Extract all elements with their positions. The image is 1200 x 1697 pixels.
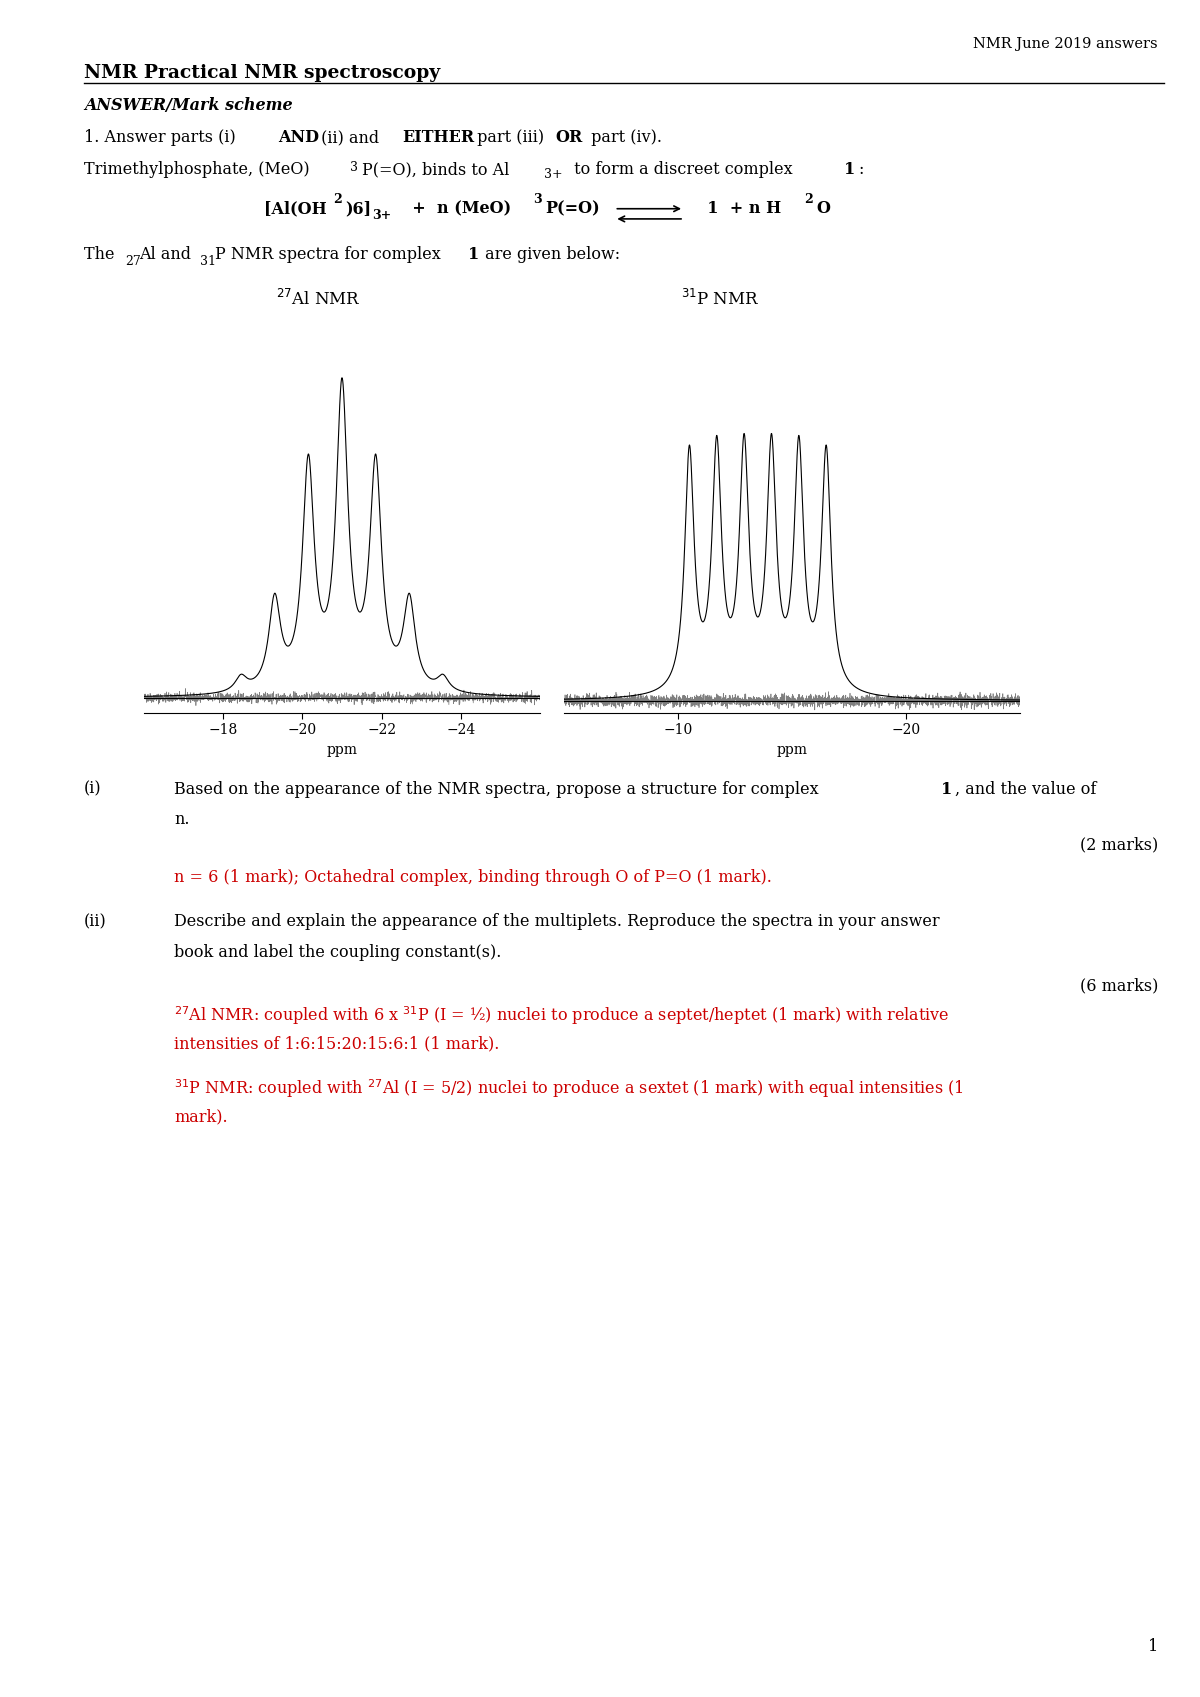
Text: Based on the appearance of the NMR spectra, propose a structure for complex: Based on the appearance of the NMR spect… xyxy=(174,781,823,798)
Text: The: The xyxy=(84,246,120,263)
Text: NMR June 2019 answers: NMR June 2019 answers xyxy=(973,37,1158,51)
Text: 31: 31 xyxy=(200,255,216,268)
Text: , and the value of: , and the value of xyxy=(955,781,1097,798)
Text: Describe and explain the appearance of the multiplets. Reproduce the spectra in : Describe and explain the appearance of t… xyxy=(174,913,940,930)
Text: 1: 1 xyxy=(1147,1638,1158,1655)
Text: (6 marks): (6 marks) xyxy=(1080,977,1158,994)
Text: 2: 2 xyxy=(334,193,342,207)
Text: P(=O), binds to Al: P(=O), binds to Al xyxy=(362,161,510,178)
Text: book and label the coupling constant(s).: book and label the coupling constant(s). xyxy=(174,944,502,961)
Text: [Al(OH: [Al(OH xyxy=(264,200,326,217)
X-axis label: ppm: ppm xyxy=(326,743,358,757)
Text: +  n (MeO): + n (MeO) xyxy=(401,200,511,217)
Text: 27: 27 xyxy=(125,255,140,268)
Text: (ii) and: (ii) and xyxy=(316,129,384,146)
Text: ANSWER/Mark scheme: ANSWER/Mark scheme xyxy=(84,97,293,114)
Text: 1. Answer parts (i): 1. Answer parts (i) xyxy=(84,129,241,146)
Text: n = 6 (1 mark); Octahedral complex, binding through O of P=O (1 mark).: n = 6 (1 mark); Octahedral complex, bind… xyxy=(174,869,772,886)
Text: (ii): (ii) xyxy=(84,913,107,930)
Text: :: : xyxy=(858,161,863,178)
Text: 1: 1 xyxy=(468,246,479,263)
Text: EITHER: EITHER xyxy=(402,129,474,146)
Text: intensities of 1:6:15:20:15:6:1 (1 mark).: intensities of 1:6:15:20:15:6:1 (1 mark)… xyxy=(174,1035,499,1052)
Text: $^{31}$P NMR: coupled with $^{27}$Al (I = 5/2) nuclei to produce a sextet (1 mar: $^{31}$P NMR: coupled with $^{27}$Al (I … xyxy=(174,1078,964,1100)
Text: mark).: mark). xyxy=(174,1108,228,1125)
Text: (i): (i) xyxy=(84,781,102,798)
Text: 3+: 3+ xyxy=(544,168,563,182)
Text: NMR Practical NMR spectroscopy: NMR Practical NMR spectroscopy xyxy=(84,64,440,83)
Text: $^{27}$Al NMR: $^{27}$Al NMR xyxy=(276,288,360,309)
Text: n.: n. xyxy=(174,811,190,828)
Text: part (iv).: part (iv). xyxy=(586,129,661,146)
Text: 1: 1 xyxy=(941,781,952,798)
Text: P NMR spectra for complex: P NMR spectra for complex xyxy=(215,246,445,263)
Text: part (iii): part (iii) xyxy=(472,129,548,146)
Text: 2: 2 xyxy=(804,193,812,207)
Text: O: O xyxy=(816,200,830,217)
Text: Trimethylphosphate, (MeO): Trimethylphosphate, (MeO) xyxy=(84,161,310,178)
Text: 3: 3 xyxy=(350,161,359,175)
Text: AND: AND xyxy=(278,129,319,146)
X-axis label: ppm: ppm xyxy=(776,743,808,757)
Text: $^{27}$Al NMR: coupled with 6 x $^{31}$P (I = ½) nuclei to produce a septet/hept: $^{27}$Al NMR: coupled with 6 x $^{31}$P… xyxy=(174,1005,949,1027)
Text: 1: 1 xyxy=(844,161,854,178)
Text: 1  + n H: 1 + n H xyxy=(696,200,781,217)
Text: $^{31}$P NMR: $^{31}$P NMR xyxy=(680,288,760,309)
Text: Al and: Al and xyxy=(139,246,197,263)
Text: (2 marks): (2 marks) xyxy=(1080,837,1158,854)
Text: P(=O): P(=O) xyxy=(545,200,600,217)
Text: 3: 3 xyxy=(533,193,541,207)
Text: )6]: )6] xyxy=(346,200,372,217)
Text: OR: OR xyxy=(556,129,583,146)
Text: 3+: 3+ xyxy=(372,209,391,222)
Text: to form a discreet complex: to form a discreet complex xyxy=(569,161,798,178)
Text: are given below:: are given below: xyxy=(480,246,620,263)
